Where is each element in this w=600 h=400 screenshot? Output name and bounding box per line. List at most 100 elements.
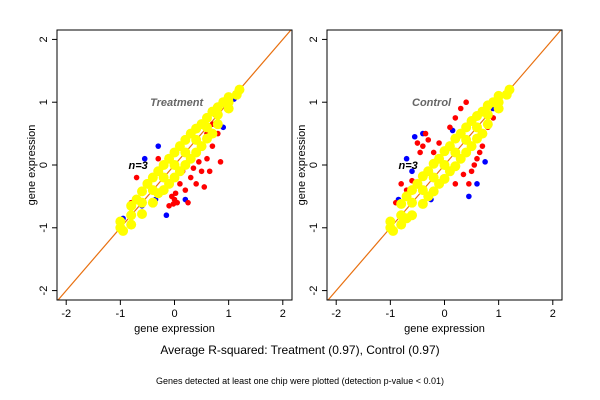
data-point <box>204 155 210 162</box>
data-point <box>141 155 148 162</box>
data-point <box>185 128 196 139</box>
data-point <box>206 168 213 175</box>
data-point <box>231 89 242 100</box>
y-tick-label: 2 <box>38 36 50 42</box>
data-point <box>168 193 175 200</box>
data-point <box>396 198 407 209</box>
x-tick-label: -1 <box>115 308 125 320</box>
data-point <box>403 155 410 162</box>
x-axis-label: gene expression <box>134 323 215 335</box>
data-point <box>147 197 158 208</box>
data-point <box>482 159 488 165</box>
x-tick-label: -2 <box>61 308 71 320</box>
y-tick-label: -2 <box>308 286 320 296</box>
points-layer: n=3 <box>57 30 292 300</box>
data-point <box>209 143 216 149</box>
data-point <box>196 159 202 165</box>
x-tick-label: 1 <box>496 308 502 320</box>
data-point <box>155 143 162 149</box>
data-point <box>488 97 499 108</box>
detection-note: Genes detected at least one chip were pl… <box>156 376 444 386</box>
data-point <box>425 137 432 143</box>
x-tick-label: -2 <box>331 308 341 320</box>
panel-treatment: n=3 -2 -1 0 1 2 -2 -1 0 1 2 gene expression gene exp… <box>26 29 293 335</box>
x-tick-label: 0 <box>171 308 177 320</box>
data-point <box>430 149 437 156</box>
y-tick-label: 0 <box>38 162 50 168</box>
data-point <box>133 174 140 181</box>
data-point <box>187 174 194 181</box>
sample-count-label: n=3 <box>128 160 147 172</box>
sample-count-label: n=3 <box>398 160 417 172</box>
data-point <box>198 168 205 175</box>
data-point <box>474 181 480 187</box>
data-point <box>401 191 412 202</box>
data-point <box>398 181 404 187</box>
x-axis-label: gene expression <box>404 323 485 335</box>
data-point <box>466 141 477 152</box>
data-point <box>164 178 175 189</box>
data-point <box>185 199 191 206</box>
data-point <box>163 212 170 219</box>
data-point <box>466 181 472 187</box>
data-point <box>131 194 142 205</box>
group-label: Treatment <box>150 97 204 109</box>
data-point <box>166 203 172 209</box>
data-point <box>482 119 493 130</box>
data-point <box>126 219 137 230</box>
data-point <box>479 143 486 149</box>
data-point <box>137 208 148 219</box>
data-point <box>174 141 185 152</box>
data-point <box>477 128 488 139</box>
y-axis-label: gene expression <box>296 125 308 206</box>
data-point <box>434 178 445 189</box>
data-point <box>444 141 455 152</box>
y-axis-label: gene expression <box>26 125 38 206</box>
x-tick-label: 2 <box>280 308 286 320</box>
data-point <box>185 153 196 164</box>
data-point <box>423 166 434 177</box>
x-tick-label: 1 <box>226 308 232 320</box>
data-point <box>196 141 207 152</box>
data-point <box>457 105 464 112</box>
data-point <box>174 166 185 177</box>
data-point <box>142 178 153 189</box>
y-tick-label: -1 <box>38 223 50 233</box>
data-point <box>420 143 426 149</box>
data-point <box>207 128 218 139</box>
data-point <box>452 115 459 121</box>
data-point <box>172 190 179 197</box>
data-point <box>436 140 442 146</box>
data-point <box>212 119 223 130</box>
data-point <box>452 181 459 187</box>
data-point <box>412 178 423 189</box>
data-point <box>193 181 199 187</box>
data-point <box>207 106 218 117</box>
data-point <box>190 165 197 171</box>
x-tick-label: -1 <box>385 308 395 320</box>
data-point <box>164 153 175 164</box>
y-tick-label: 0 <box>308 162 320 168</box>
data-point <box>196 119 207 130</box>
points-layer: n=3 <box>327 30 562 300</box>
r-squared-caption: Average R-squared: Treatment (0.97), Con… <box>160 343 440 357</box>
data-point <box>455 153 466 164</box>
data-point <box>137 186 148 197</box>
data-point <box>474 155 480 162</box>
data-point <box>501 89 512 100</box>
data-point <box>385 216 396 227</box>
data-point <box>126 210 137 221</box>
data-point <box>401 213 412 224</box>
y-tick-label: 1 <box>308 99 320 105</box>
data-point <box>409 168 415 175</box>
y-tick-label: 1 <box>38 99 50 105</box>
data-point <box>423 191 434 202</box>
panel-control: n=3 -2 -1 0 1 2 -2 -1 0 1 2 gene expression gene exp… <box>296 29 563 335</box>
data-point <box>218 97 229 108</box>
data-point <box>182 187 189 193</box>
data-point <box>170 201 177 207</box>
data-point <box>455 128 466 139</box>
data-point <box>463 99 469 106</box>
group-label: Control <box>412 97 452 109</box>
